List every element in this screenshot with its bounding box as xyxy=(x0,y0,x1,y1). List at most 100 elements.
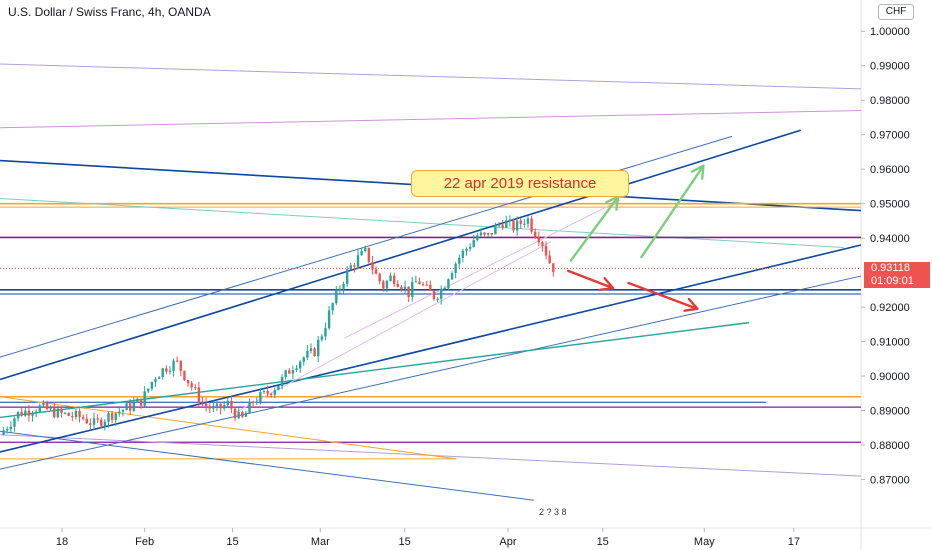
candle-body-73 xyxy=(266,390,269,394)
candle-body-60 xyxy=(219,403,222,409)
candle-body-54 xyxy=(197,387,201,403)
candle-body-39 xyxy=(143,391,146,406)
candle-body-70 xyxy=(255,401,258,403)
candle-body-91 xyxy=(331,303,334,311)
trend-line-20[interactable] xyxy=(0,275,862,470)
green-arrow-2-shaft[interactable] xyxy=(640,164,705,259)
candles xyxy=(2,215,555,436)
candle-body-106 xyxy=(385,281,389,289)
candle-body-142 xyxy=(515,220,519,231)
candle-body-20 xyxy=(74,411,78,417)
candle-body-80 xyxy=(291,370,295,374)
candle-body-78 xyxy=(284,370,287,378)
candle-body-83 xyxy=(302,357,305,362)
candle-body-89 xyxy=(324,328,327,337)
candle-body-57 xyxy=(208,406,211,409)
resistance-annotation[interactable]: 22 apr 2019 resistance xyxy=(411,170,629,197)
x-tick-label-1: Feb xyxy=(135,536,154,548)
candle-body-58 xyxy=(212,406,215,409)
trend-line-1[interactable] xyxy=(0,110,862,129)
trend-line-0[interactable] xyxy=(0,63,862,90)
candle-body-13 xyxy=(49,407,52,410)
trend-line-17[interactable] xyxy=(0,244,862,453)
candle-body-151 xyxy=(548,255,551,264)
candle-body-3 xyxy=(13,418,16,427)
candle-body-51 xyxy=(186,379,190,384)
candle-body-152 xyxy=(552,263,555,272)
candle-body-49 xyxy=(179,360,183,371)
candle-body-11 xyxy=(42,402,45,406)
trend-line-5[interactable] xyxy=(0,197,844,248)
red-arrow-2-head[interactable] xyxy=(683,297,699,312)
candle-body-61 xyxy=(223,405,226,409)
candle-body-97 xyxy=(353,265,356,267)
candle-body-71 xyxy=(259,391,262,402)
candle-body-43 xyxy=(157,377,161,379)
green-arrow-2-head[interactable] xyxy=(690,164,705,180)
candle-body-131 xyxy=(476,235,479,241)
candle-body-8 xyxy=(31,413,34,416)
candle-body-22 xyxy=(81,417,85,419)
candle-body-9 xyxy=(34,411,38,414)
candle-body-31 xyxy=(114,413,117,420)
candle-body-25 xyxy=(92,418,96,425)
candle-body-47 xyxy=(172,360,175,371)
candle-body-120 xyxy=(436,298,439,300)
candle-body-74 xyxy=(270,393,273,395)
candle-body-41 xyxy=(150,382,154,389)
y-tick-label-6: 0.94000 xyxy=(870,233,910,245)
trend-line-15[interactable] xyxy=(0,396,457,460)
candle-body-140 xyxy=(508,220,512,222)
trend-line-23[interactable] xyxy=(344,199,621,339)
x-tick-label-6: 15 xyxy=(597,536,609,548)
trend-line-22[interactable] xyxy=(232,241,552,415)
candle-body-26 xyxy=(96,418,99,420)
candle-body-5 xyxy=(20,411,23,416)
candle-body-18 xyxy=(67,412,70,416)
candle-body-114 xyxy=(414,281,418,283)
candle-body-146 xyxy=(530,218,533,232)
candle-body-86 xyxy=(313,348,316,357)
candle-body-134 xyxy=(486,232,490,235)
candle-body-67 xyxy=(244,412,248,417)
trend-line-21[interactable] xyxy=(0,321,750,419)
y-tick-label-12: 0.87000 xyxy=(870,475,910,487)
y-tick-label-9: 0.90000 xyxy=(870,371,910,383)
candle-body-40 xyxy=(147,388,150,392)
candle-body-93 xyxy=(338,288,342,290)
candle-body-33 xyxy=(121,409,125,412)
candle-body-85 xyxy=(309,348,313,351)
candle-body-113 xyxy=(411,282,414,297)
candle-body-81 xyxy=(295,368,298,371)
candle-body-29 xyxy=(107,413,110,422)
candle-body-1 xyxy=(6,429,9,431)
candle-body-27 xyxy=(100,419,103,427)
candle-body-88 xyxy=(320,336,324,340)
candle-body-107 xyxy=(389,275,392,282)
candle-body-4 xyxy=(16,411,20,419)
x-tick-label-5: Apr xyxy=(499,536,516,548)
candle-body-7 xyxy=(27,410,31,416)
candle-body-75 xyxy=(273,389,277,395)
candle-body-44 xyxy=(161,368,164,378)
candle-body-19 xyxy=(71,415,74,417)
last-price-value: 0.93118 xyxy=(871,261,910,274)
currency-badge[interactable]: CHF xyxy=(878,4,914,20)
trend-line-18[interactable] xyxy=(0,129,801,381)
candle-body-116 xyxy=(421,284,425,286)
candle-body-109 xyxy=(396,284,399,287)
trend-line-16[interactable] xyxy=(0,430,534,501)
candle-body-2 xyxy=(9,426,13,430)
candle-body-90 xyxy=(327,310,331,329)
y-tick-label-10: 0.89000 xyxy=(870,406,910,418)
y-tick-label-5: 0.95000 xyxy=(870,199,910,211)
green-arrow-1-shaft[interactable] xyxy=(569,195,620,262)
red-arrow-2-shaft[interactable] xyxy=(627,281,699,311)
candle-body-135 xyxy=(490,232,494,235)
red-arrow-1-shaft[interactable] xyxy=(567,269,615,290)
x-tick-label-2: 15 xyxy=(226,536,238,548)
candle-body-137 xyxy=(497,224,501,226)
candle-body-6 xyxy=(24,410,27,416)
red-arrow-1-head[interactable] xyxy=(598,277,615,292)
